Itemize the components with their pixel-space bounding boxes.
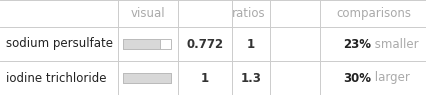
Text: ratios: ratios [232,7,265,20]
Text: 0.772: 0.772 [186,38,223,51]
Text: 23%: 23% [343,38,371,51]
Text: sodium persulfate: sodium persulfate [6,38,113,51]
Text: comparisons: comparisons [335,7,410,20]
Text: smaller: smaller [371,38,418,51]
Text: 30%: 30% [343,72,371,84]
Text: 1.3: 1.3 [240,72,261,84]
Bar [123,39,170,49]
Bar [123,73,170,83]
Text: 1: 1 [246,38,254,51]
Bar [123,73,170,83]
Bar [123,39,160,49]
Text: larger: larger [371,72,409,84]
Text: visual: visual [130,7,165,20]
Text: 1: 1 [201,72,209,84]
Text: iodine trichloride: iodine trichloride [6,72,106,84]
